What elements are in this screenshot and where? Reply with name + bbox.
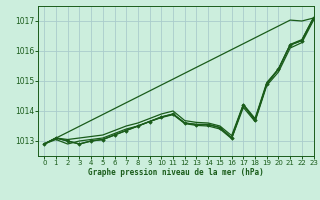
X-axis label: Graphe pression niveau de la mer (hPa): Graphe pression niveau de la mer (hPa) — [88, 168, 264, 177]
